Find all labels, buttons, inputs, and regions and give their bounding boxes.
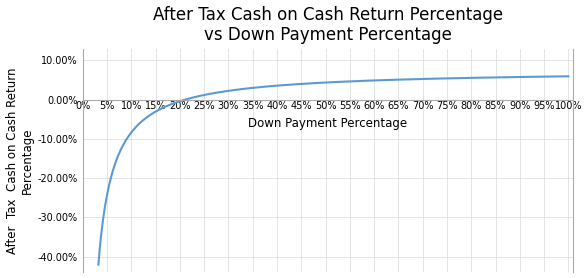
Y-axis label: After  Tax  Cash on Cash Return
Percentage: After Tax Cash on Cash Return Percentage <box>5 67 34 254</box>
X-axis label: Down Payment Percentage: Down Payment Percentage <box>249 117 407 130</box>
Title: After Tax Cash on Cash Return Percentage
vs Down Payment Percentage: After Tax Cash on Cash Return Percentage… <box>153 6 503 44</box>
